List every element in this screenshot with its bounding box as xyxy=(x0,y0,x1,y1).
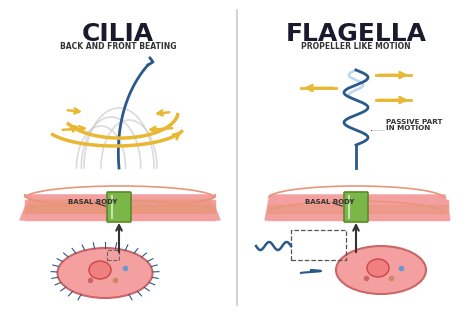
Ellipse shape xyxy=(89,261,111,279)
Text: BASAL BODY: BASAL BODY xyxy=(68,199,118,206)
Text: PROPELLER LIKE MOTION: PROPELLER LIKE MOTION xyxy=(301,42,411,51)
Text: BASAL BODY: BASAL BODY xyxy=(305,199,355,206)
Ellipse shape xyxy=(367,259,389,277)
Polygon shape xyxy=(25,200,215,213)
FancyBboxPatch shape xyxy=(344,192,368,222)
Polygon shape xyxy=(20,195,220,220)
Text: PASSIVE PART
IN MOTION: PASSIVE PART IN MOTION xyxy=(386,118,443,131)
Ellipse shape xyxy=(57,248,153,298)
Text: CILIA: CILIA xyxy=(82,22,154,46)
Text: FLAGELLA: FLAGELLA xyxy=(285,22,427,46)
Text: BACK AND FRONT BEATING: BACK AND FRONT BEATING xyxy=(60,42,176,51)
Ellipse shape xyxy=(336,246,426,294)
FancyBboxPatch shape xyxy=(107,192,131,222)
Polygon shape xyxy=(265,195,450,220)
